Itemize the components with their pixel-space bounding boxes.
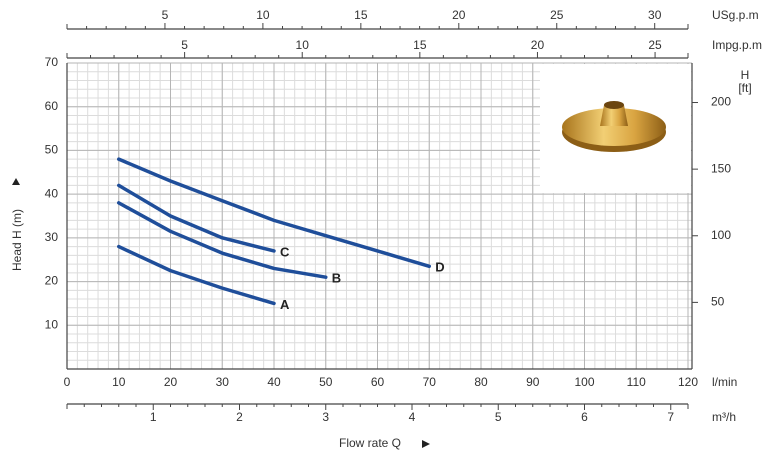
x-tick-label: 10 — [112, 375, 126, 389]
x2-tick-label: 25 — [550, 8, 564, 22]
y-tick-label: 40 — [45, 186, 59, 200]
y-tick-label: 70 — [45, 55, 59, 69]
x2-tick-label: 4 — [409, 410, 416, 424]
x2-tick-label: 2 — [236, 410, 243, 424]
y2-label: [ft] — [738, 81, 751, 95]
y2-label: H — [741, 68, 750, 82]
x2-tick-label: 15 — [354, 8, 368, 22]
x-tick-label: 110 — [627, 375, 646, 389]
y2-tick-label: 50 — [711, 295, 725, 309]
x-tick-label: 30 — [216, 375, 230, 389]
y-tick-label: 10 — [45, 317, 59, 331]
x2-tick-label: 25 — [648, 38, 662, 52]
x-tick-label: 20 — [164, 375, 178, 389]
y-axis-label: Head H (m) — [10, 209, 24, 271]
x2-tick-label: 10 — [296, 38, 310, 52]
x2-tick-label: 6 — [581, 410, 588, 424]
y2-tick-label: 100 — [711, 228, 731, 242]
x2-tick-label: 5 — [181, 38, 188, 52]
curve-label: D — [435, 260, 444, 275]
x-tick-label: 80 — [474, 375, 488, 389]
x-tick-label: 0 — [64, 375, 71, 389]
x2-unit: m³/h — [712, 410, 736, 424]
x2-tick-label: 30 — [648, 8, 662, 22]
impeller-photo — [540, 64, 691, 193]
curve — [117, 201, 328, 279]
x2-tick-label: 15 — [413, 38, 427, 52]
x2-unit: Impg.p.m — [712, 38, 762, 52]
x-unit: l/min — [712, 375, 737, 389]
curve — [117, 244, 276, 306]
curve-label: A — [280, 297, 290, 312]
x2-tick-label: 10 — [256, 8, 270, 22]
x2-tick-label: 20 — [452, 8, 466, 22]
x2-tick-label: 7 — [667, 410, 674, 424]
y2-tick-label: 150 — [711, 161, 731, 175]
x2-tick-label: 20 — [531, 38, 545, 52]
curve-label: C — [280, 244, 290, 259]
x2-tick-label: 5 — [162, 8, 169, 22]
x2-unit: USg.p.m — [712, 8, 759, 22]
x2-tick-label: 3 — [322, 410, 329, 424]
x-tick-label: 60 — [371, 375, 385, 389]
grid — [66, 62, 692, 369]
x-tick-label: 100 — [574, 375, 594, 389]
x2-tick-label: 5 — [495, 410, 502, 424]
x-tick-label: 50 — [319, 375, 333, 389]
y2-tick-label: 200 — [711, 95, 731, 109]
y-tick-label: 20 — [45, 274, 59, 288]
curve — [117, 157, 431, 269]
x-tick-label: 90 — [526, 375, 540, 389]
y-tick-label: 30 — [45, 230, 59, 244]
x2-tick-label: 1 — [150, 410, 157, 424]
y-tick-label: 50 — [45, 143, 59, 157]
y-tick-label: 60 — [45, 99, 59, 113]
x-tick-label: 70 — [423, 375, 437, 389]
x-tick-label: 120 — [678, 375, 698, 389]
curve — [117, 183, 276, 253]
curve-label: B — [332, 271, 341, 286]
x-tick-label: 40 — [267, 375, 281, 389]
x-axis-label: Flow rate Q — [339, 436, 401, 450]
